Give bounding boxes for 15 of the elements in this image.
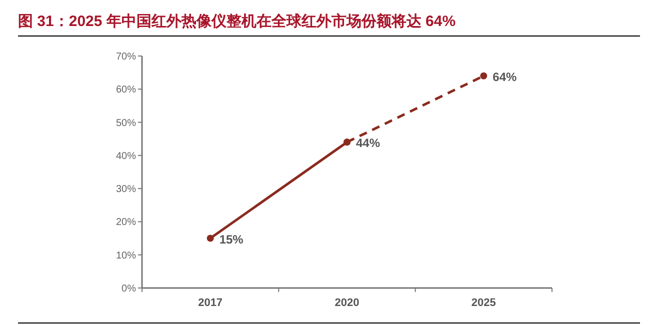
x-tick-label: 2017	[198, 297, 223, 309]
y-tick-label: 50%	[116, 118, 136, 129]
data-label: 44%	[356, 136, 380, 150]
title: 图 31：2025 年中国红外热像仪整机在全球红外市场份额将达 64%	[18, 13, 456, 30]
x-tick-label: 2020	[334, 297, 360, 309]
y-tick-label: 70%	[116, 52, 136, 62]
y-tick-label: 0%	[122, 284, 136, 294]
x-tick-label: 2025	[471, 297, 496, 309]
y-tick-label: 10%	[116, 250, 136, 262]
y-tick-label: 60%	[116, 84, 136, 96]
data-label: 64%	[492, 70, 518, 84]
data-label: 15%	[219, 232, 244, 246]
y-tick-label: 20%	[116, 217, 136, 228]
y-tick-label: 40%	[116, 150, 136, 162]
y-tick-label: 30%	[116, 184, 136, 196]
